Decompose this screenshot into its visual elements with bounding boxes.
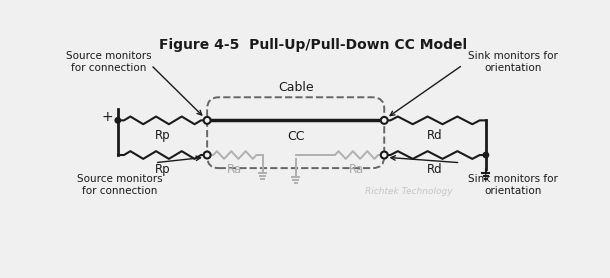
Text: Cable: Cable xyxy=(278,81,314,94)
Text: Source monitors
for connection: Source monitors for connection xyxy=(77,174,163,196)
Circle shape xyxy=(204,152,210,158)
Text: Figure 4-5  Pull-Up/Pull-Down CC Model: Figure 4-5 Pull-Up/Pull-Down CC Model xyxy=(159,38,467,52)
Text: Rd: Rd xyxy=(427,163,443,177)
Text: Sink monitors for
orientation: Sink monitors for orientation xyxy=(468,174,558,196)
Circle shape xyxy=(204,117,210,124)
Text: Richtek Technology: Richtek Technology xyxy=(365,187,453,197)
Text: Ra: Ra xyxy=(228,163,242,177)
Text: Sink monitors for
orientation: Sink monitors for orientation xyxy=(468,51,558,73)
Text: Rd: Rd xyxy=(427,129,443,142)
Text: +: + xyxy=(102,110,113,124)
Text: CC: CC xyxy=(287,130,304,143)
Text: Rp: Rp xyxy=(155,129,170,142)
Circle shape xyxy=(381,152,388,158)
Text: Source monitors
for connection: Source monitors for connection xyxy=(66,51,151,73)
Circle shape xyxy=(115,118,121,123)
Circle shape xyxy=(483,152,489,158)
Text: Rp: Rp xyxy=(155,163,170,177)
Text: Ra: Ra xyxy=(349,163,364,177)
Circle shape xyxy=(381,117,388,124)
